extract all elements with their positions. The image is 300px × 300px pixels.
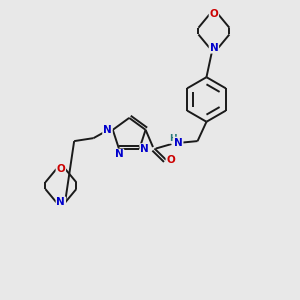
Text: N: N (115, 149, 123, 159)
Text: N: N (56, 197, 65, 207)
Text: N: N (209, 43, 218, 53)
Text: N: N (140, 144, 149, 154)
Text: O: O (167, 155, 175, 165)
Text: O: O (209, 10, 218, 20)
Text: O: O (56, 164, 65, 174)
Text: H: H (169, 134, 177, 143)
Text: N: N (103, 125, 112, 135)
Text: N: N (174, 138, 183, 148)
